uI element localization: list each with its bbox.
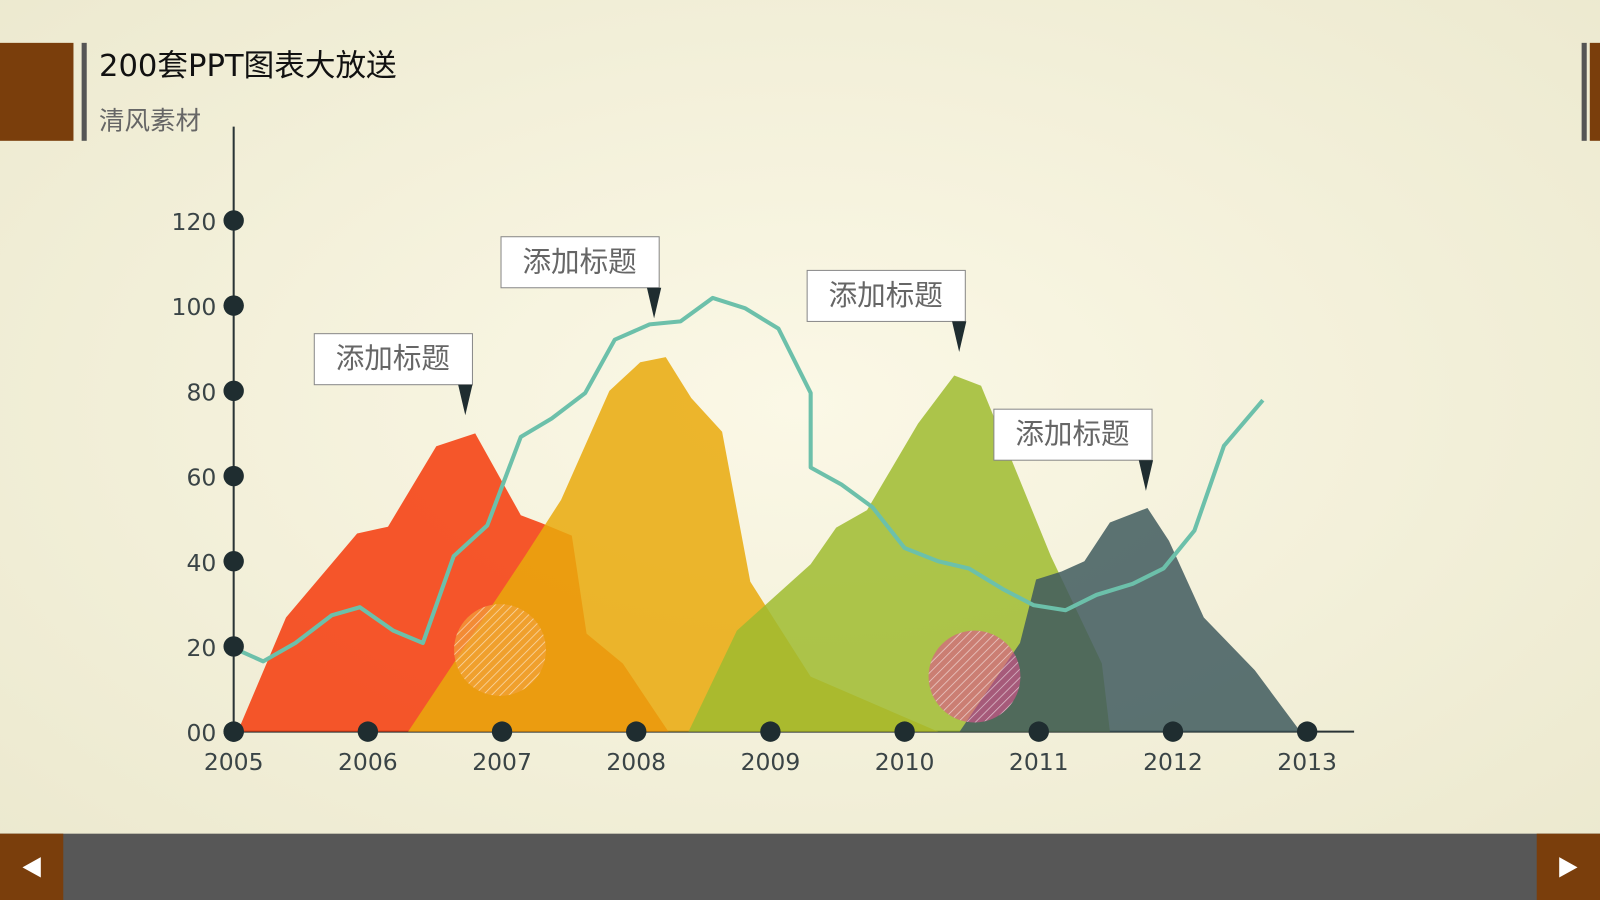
callout-pointer [952, 321, 967, 353]
x-tick-label: 2013 [1277, 748, 1337, 776]
x-tick-label: 2005 [204, 748, 264, 776]
callout-pointer [1138, 460, 1154, 491]
y-tick-label: 60 [186, 464, 216, 492]
prev-arrow[interactable] [22, 857, 41, 878]
y-tick-dot [223, 551, 244, 572]
y-tick-dot [223, 210, 244, 231]
x-tick-dot [626, 721, 647, 742]
annotation: 添加标题 [336, 341, 450, 375]
x-tick-dot [357, 721, 379, 742]
x-tick-dot [894, 721, 915, 742]
x-tick-dot [223, 721, 244, 742]
right-block [1589, 42, 1600, 141]
header-block [0, 42, 74, 141]
y-tick-label: 80 [186, 378, 216, 406]
y-tick-label: 00 [186, 719, 216, 747]
y-tick-dot [223, 380, 244, 402]
annotation: 添加标题 [1015, 417, 1129, 451]
overlay: 00 20 40 60 80 100 120 2005 2006 2007 2008 2009 2010… [172, 208, 1337, 776]
decor-hatch [454, 604, 546, 696]
callout-box [993, 408, 1153, 461]
annotation: 添加标题 [522, 244, 636, 278]
x-tick-label: 2011 [1009, 748, 1069, 776]
y-tick-dot [223, 465, 244, 487]
y-tick-label: 40 [186, 549, 216, 577]
right-bar [1581, 42, 1587, 141]
callout-box [313, 333, 473, 386]
y-tick-label: 120 [172, 208, 217, 236]
y-tick-label: 20 [186, 634, 216, 662]
x-tick-label: 2008 [606, 748, 666, 776]
callout-pointer [646, 287, 662, 319]
x-tick-label: 2007 [472, 748, 532, 776]
callout-pointer [458, 384, 473, 416]
decor-hatch [928, 630, 1021, 723]
annotation: 添加标题 [829, 278, 943, 312]
y-tick-dot [223, 636, 244, 657]
next-arrow[interactable] [1559, 857, 1578, 878]
x-tick-dot [760, 721, 781, 742]
x-tick-label: 2010 [875, 748, 935, 776]
slide-title: 200套PPT图表大放送 [99, 49, 397, 84]
x-tick-dot [1296, 721, 1318, 742]
line [232, 295, 1265, 664]
x-tick-dot [1028, 721, 1049, 742]
x-tick-label: 2009 [741, 748, 801, 776]
x-tick-dot [1162, 721, 1184, 742]
callout-box [806, 269, 966, 322]
x-tick-dot [491, 721, 513, 742]
y-tick-dot [223, 295, 244, 316]
x-tick-label: 2012 [1143, 748, 1203, 776]
y-tick-label: 100 [172, 293, 217, 321]
x-tick-label: 2006 [338, 748, 398, 776]
footer-bar [0, 833, 1600, 900]
header-bar [81, 42, 87, 141]
slide-subtitle: 清风素材 [99, 106, 201, 136]
callout-box [500, 236, 660, 289]
area [959, 507, 1301, 732]
